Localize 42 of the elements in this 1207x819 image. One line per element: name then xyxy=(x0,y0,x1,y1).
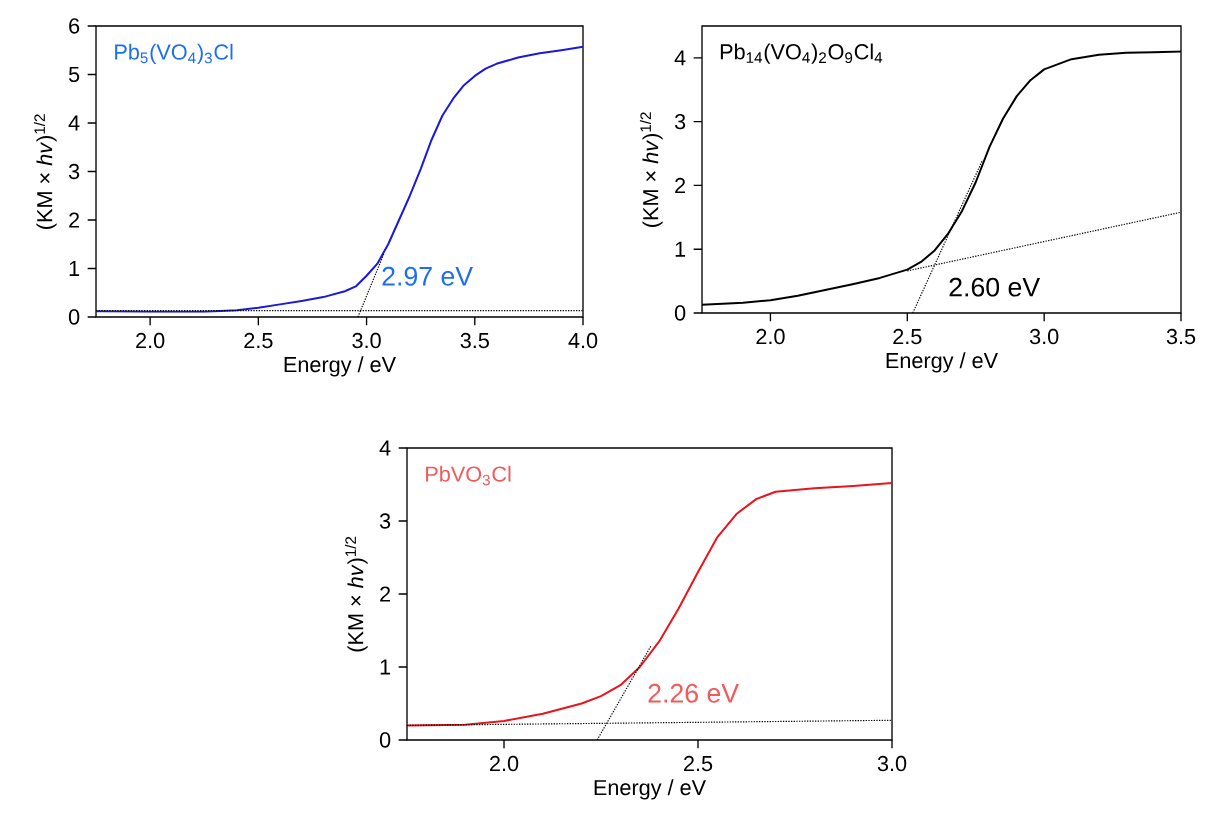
chart-title: Pb$_{14}$(VO$_{4}$)$_{2}$O$_{9}$Cl$_{4}$ xyxy=(720,43,883,64)
y-tick-label: 6 xyxy=(69,18,80,34)
y-tick-label: 0 xyxy=(68,309,80,325)
y-tick-label: 3 xyxy=(379,513,391,529)
annotation: 2.60 eV xyxy=(949,277,1041,297)
x-tick-label: 2.5 xyxy=(893,328,922,345)
x-tick-label: 2.0 xyxy=(490,755,519,772)
y-tick-label: 3 xyxy=(68,163,80,180)
x-tick-label: 2.0 xyxy=(756,328,785,345)
y-axis-title: (KM × hv)$^{1/2}$ xyxy=(344,536,368,652)
y-tick-label: 2 xyxy=(675,177,686,193)
x-tick-label: 3.0 xyxy=(877,755,907,772)
annotation: 2.26 eV xyxy=(648,683,739,703)
x-tick-label: 2.0 xyxy=(136,332,165,349)
y-tick-label: 1 xyxy=(675,241,686,257)
y-tick-label: 2 xyxy=(380,586,391,602)
annotation: 2.97 eV xyxy=(382,266,473,286)
y-tick-label: 1 xyxy=(69,261,80,276)
y-tick-label: 4 xyxy=(379,440,391,456)
x-axis-title: Energy / eV xyxy=(594,779,706,800)
line-series xyxy=(96,45,584,313)
x-tick-label: 2.5 xyxy=(244,332,273,349)
x-axis-title: Energy / eV xyxy=(284,356,396,377)
y-tick-label: 1 xyxy=(380,659,391,675)
y-tick-label: 3 xyxy=(674,113,686,130)
y-tick-label: 4 xyxy=(674,50,686,66)
y-tick-label: 0 xyxy=(674,305,686,321)
y-tick-label: 5 xyxy=(68,66,80,83)
y-tick-label: 2 xyxy=(69,212,80,228)
y-axis-title: (KM × hv)$^{1/2}$ xyxy=(33,114,57,229)
text: Pb$_{5}$(VO$_{4}$)$_{3}$Cl xyxy=(115,43,233,64)
x-tick-label: 3.5 xyxy=(460,332,489,349)
x-tick-label: 3.0 xyxy=(352,332,381,349)
y-axis-title: (KM × hv)$^{1/2}$ xyxy=(639,112,663,227)
x-tick-label: 3.0 xyxy=(1029,328,1059,345)
y-tick-label: 4 xyxy=(68,115,80,131)
x-tick-label: 4.0 xyxy=(568,332,598,349)
y-tick-label: 0 xyxy=(379,732,391,748)
x-tick-label: 3.5 xyxy=(1166,328,1196,345)
x-tick-label: 2.5 xyxy=(684,755,713,772)
text: PbVO$_{3}$Cl xyxy=(426,465,511,486)
x-axis-title: Energy / eV xyxy=(886,352,998,373)
